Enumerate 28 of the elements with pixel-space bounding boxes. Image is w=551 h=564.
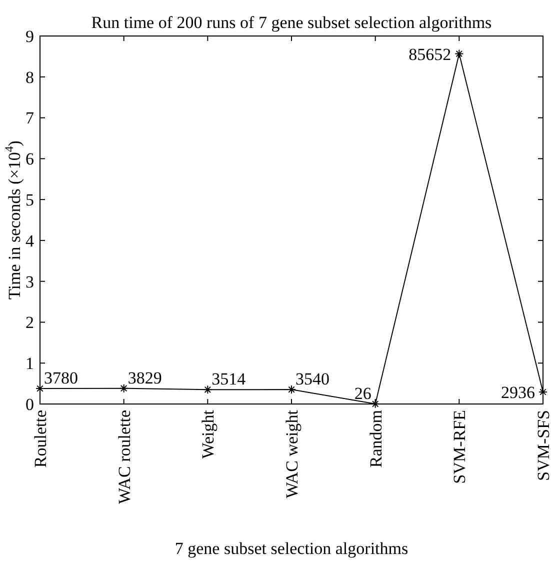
point (203, 385, 212, 394)
text: 26 (354, 384, 372, 403)
x-tick-label: SVM-RFE (450, 410, 470, 484)
y-tick-label: 5 (26, 190, 34, 210)
y-tick-label: 9 (26, 26, 34, 46)
x-axis-title: 7 gene subset selection algorithms (174, 539, 408, 558)
point (119, 384, 128, 393)
y-tick-label: 7 (26, 108, 34, 128)
text: 3540 (296, 370, 330, 389)
point (287, 385, 296, 394)
y-tick-label: 4 (26, 231, 34, 250)
x-tick-label: SVM-SFS (534, 410, 551, 481)
x-tick-label: WAC roulette (114, 410, 134, 504)
y-tick-label: 3 (26, 272, 34, 292)
y-tick-label: 6 (26, 150, 34, 169)
text: 3780 (44, 368, 78, 388)
text: 3514 (212, 370, 246, 389)
y-tick-label: 8 (26, 68, 34, 87)
y-tick-label: 1 (26, 354, 34, 374)
text: 85652 (408, 44, 452, 64)
y-tick-label: 2 (26, 313, 34, 332)
text: 3829 (128, 368, 162, 388)
point (454, 49, 464, 58)
x-tick-label: Weight (198, 410, 218, 459)
x-tick-label: WAC weight (282, 410, 302, 498)
x-tick-label: Random (366, 410, 386, 468)
chart-title: Run time of 200 runs of 7 gene subset selection algorithms (91, 13, 492, 32)
text: 2936 (501, 382, 535, 402)
